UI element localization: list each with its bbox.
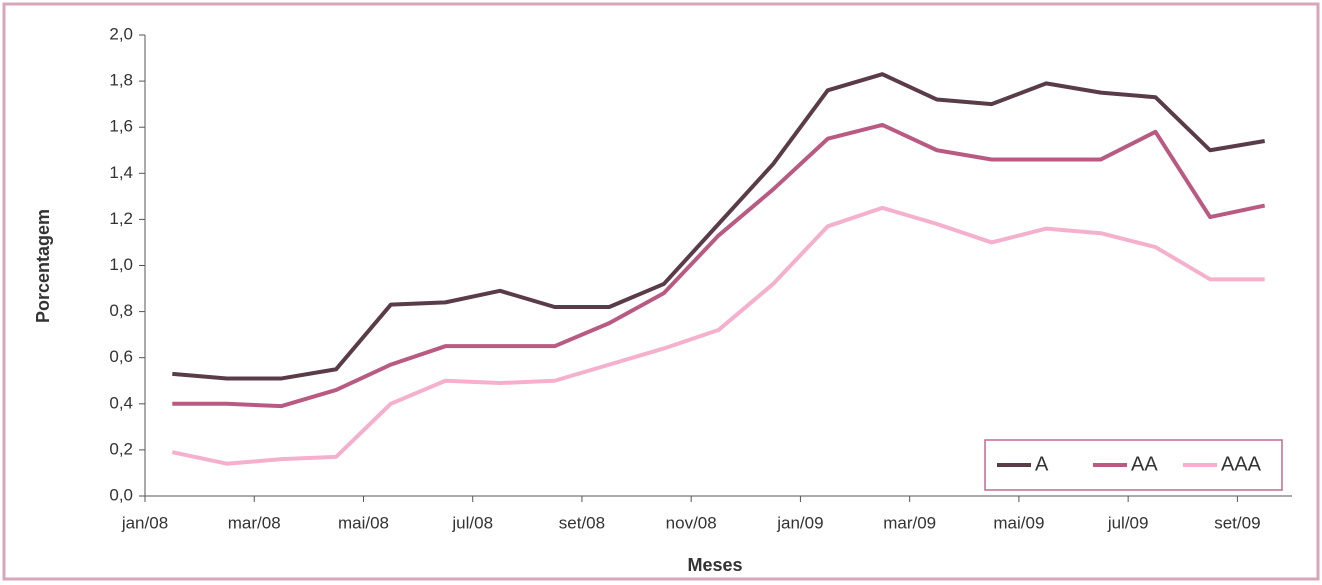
y-tick-label: 2,0 (109, 24, 133, 43)
x-tick-label: mai/09 (993, 513, 1044, 532)
legend-label: A (1035, 453, 1049, 475)
y-axis-label: Porcentagem (33, 209, 53, 323)
x-tick-label: mar/08 (228, 513, 281, 532)
x-tick-label: mar/09 (883, 513, 936, 532)
y-tick-label: 1,8 (109, 71, 133, 90)
x-tick-label: jan/09 (776, 513, 823, 532)
series-line (171, 205, 1265, 466)
legend-box (984, 439, 1283, 491)
x-tick-label: mai/08 (338, 513, 389, 532)
series-line (172, 72, 1266, 381)
x-tick-label: set/09 (1214, 513, 1260, 532)
y-tick-label: 0,2 (109, 439, 133, 458)
legend-label: AA (1131, 453, 1158, 475)
legend-label: AAA (1221, 453, 1262, 475)
y-tick-label: 1,6 (109, 117, 133, 136)
x-tick-label: jul/08 (451, 513, 493, 532)
series-line (172, 122, 1266, 409)
x-tick-label: jul/09 (1107, 513, 1149, 532)
x-tick-label: nov/08 (666, 513, 717, 532)
y-tick-label: 0,8 (109, 301, 133, 320)
y-tick-label: 0,0 (109, 485, 133, 504)
y-tick-label: 1,4 (109, 163, 133, 182)
y-tick-label: 1,0 (109, 255, 133, 274)
x-tick-label: set/08 (559, 513, 605, 532)
y-tick-label: 1,2 (109, 209, 133, 228)
x-axis-label: Meses (687, 555, 742, 575)
y-tick-label: 0,6 (109, 347, 133, 366)
x-tick-label: jan/08 (121, 513, 168, 532)
y-tick-label: 0,4 (109, 393, 133, 412)
